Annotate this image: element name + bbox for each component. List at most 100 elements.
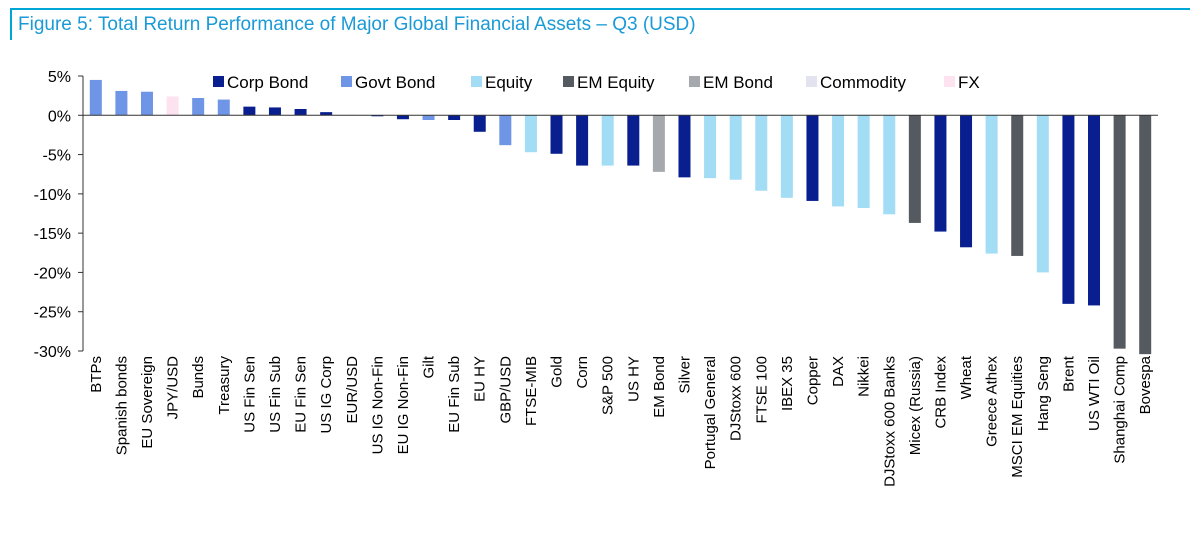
bar (448, 115, 461, 120)
x-tick-label: DAX (830, 356, 847, 387)
y-tick-label: -15% (34, 226, 71, 243)
bar (473, 115, 486, 132)
x-tick-label: US HY (625, 356, 642, 402)
y-tick-label: -30% (34, 344, 71, 361)
y-tick-label: -5% (43, 148, 71, 165)
x-tick-label: GBP/USD (497, 356, 514, 424)
legend-label: EM Equity (577, 73, 655, 92)
x-tick-label: EU HY (472, 356, 489, 402)
x-tick-label: Nikkei (856, 356, 873, 397)
bar (806, 115, 819, 201)
y-tick-label: -25% (34, 305, 71, 322)
x-tick-label: Bovespa (1137, 355, 1154, 414)
bar (883, 115, 896, 215)
legend-swatch (563, 76, 574, 87)
bar (729, 115, 742, 180)
x-tick-label: Corn (574, 356, 591, 389)
x-tick-label: CRB Index (932, 356, 949, 429)
x-tick-label: EU Sovereign (139, 356, 156, 449)
bar (140, 91, 153, 116)
legend-swatch (806, 76, 817, 87)
x-tick-label: FTSE 100 (753, 356, 770, 424)
bar (320, 112, 333, 116)
bar (601, 115, 614, 166)
legend-label: FX (958, 73, 980, 92)
legend-label: Corp Bond (227, 73, 308, 92)
x-tick-label: Shanghai Comp (1112, 356, 1129, 464)
legend-label: Commodity (820, 73, 906, 92)
legend-swatch (689, 76, 700, 87)
legend-label: Govt Bond (355, 73, 435, 92)
bar (1139, 115, 1152, 355)
x-tick-label: Wheat (958, 355, 975, 399)
bar (704, 115, 717, 179)
bar (934, 115, 947, 232)
x-tick-label: Spanish bonds (113, 356, 130, 455)
bar (908, 115, 921, 223)
legend-label: EM Bond (703, 73, 773, 92)
y-tick-label: 5% (48, 69, 71, 86)
legend-label: Equity (485, 73, 533, 92)
x-tick-label: FTSE-MIB (523, 356, 540, 426)
x-tick-label: Bunds (190, 356, 207, 399)
bar (1088, 115, 1101, 306)
x-tick-label: Treasury (216, 355, 233, 414)
bar (627, 115, 640, 166)
x-tick-label: US Fin Sub (267, 356, 284, 433)
y-tick-label: -20% (34, 265, 71, 282)
x-tick-label: DJStoxx 600 (728, 356, 745, 441)
bar (268, 107, 281, 116)
bar (371, 115, 384, 117)
x-tick-label: US IG Non-Fin (369, 356, 386, 454)
legend-swatch (341, 76, 352, 87)
x-tick-label: EUR/USD (344, 356, 361, 424)
legend-swatch (944, 76, 955, 87)
x-tick-label: US WTI Oil (1086, 356, 1103, 431)
x-tick-label: Brent (1060, 355, 1077, 392)
bar (422, 115, 435, 120)
y-tick-label: -10% (34, 187, 71, 204)
bar (192, 98, 205, 116)
figure-title: Figure 5: Total Return Performance of Ma… (10, 8, 1190, 40)
x-tick-label: EU Fin Sen (293, 356, 310, 433)
bar (499, 115, 512, 146)
bar (294, 109, 307, 116)
x-tick-label: JPY/USD (165, 356, 182, 420)
bar (832, 115, 845, 207)
x-tick-label: BTPs (88, 356, 105, 393)
bar (960, 115, 973, 248)
bar (396, 115, 409, 120)
x-tick-label: US Fin Sen (241, 356, 258, 433)
bar (1011, 115, 1024, 256)
x-tick-label: Gold (549, 356, 566, 388)
x-tick-label: Portugal General (702, 356, 719, 469)
bar (217, 99, 230, 116)
bar (243, 106, 256, 116)
x-tick-label: MSCI EM Equities (1009, 356, 1026, 478)
bar (576, 115, 589, 166)
x-tick-label: EU Fin Sub (446, 356, 463, 433)
x-tick-label: Hang Seng (1035, 356, 1052, 431)
bar (550, 115, 563, 154)
bar (89, 79, 102, 116)
legend-swatch (471, 76, 482, 87)
bar (652, 115, 665, 172)
bar (755, 115, 768, 191)
bar (1113, 115, 1126, 349)
x-tick-label: Micex (Russia) (907, 356, 924, 455)
legend-swatch (213, 76, 224, 87)
x-tick-label: US IG Corp (318, 356, 335, 434)
x-tick-label: EM Bond (651, 356, 668, 418)
bar (678, 115, 691, 178)
x-tick-label: Silver (676, 356, 693, 394)
x-tick-label: S&P 500 (600, 356, 617, 415)
x-tick-label: IBEX 35 (779, 356, 796, 411)
x-tick-label: Copper (804, 356, 821, 405)
x-tick-label: Gilt (421, 355, 438, 378)
x-tick-label: DJStoxx 600 Banks (881, 356, 898, 487)
y-tick-label: 0% (48, 108, 71, 125)
bar (115, 90, 128, 116)
bar (166, 96, 179, 116)
x-tick-label: EU IG Non-Fin (395, 356, 412, 454)
